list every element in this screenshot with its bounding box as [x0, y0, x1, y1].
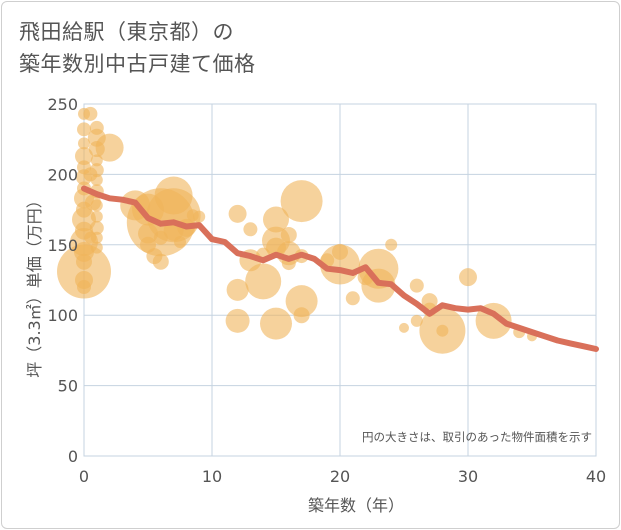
size-note: 円の大きさは、取引のあった物件面積を示す [362, 430, 592, 444]
bubble [263, 206, 289, 233]
bubble [77, 280, 91, 295]
bubble [174, 235, 186, 248]
y-tick-label: 200 [47, 165, 78, 184]
bubble [260, 307, 292, 340]
bubble [225, 308, 250, 333]
bubble [152, 253, 169, 270]
bubble [193, 210, 206, 223]
x-tick-label: 40 [586, 467, 606, 486]
bubble [83, 106, 98, 121]
y-tick-label: 50 [58, 377, 78, 396]
bubble [89, 220, 104, 235]
bubble [410, 314, 423, 327]
x-tick-label: 0 [79, 467, 89, 486]
bubble [89, 163, 104, 178]
bubble [385, 238, 398, 251]
bubble [90, 199, 103, 212]
bubble [285, 285, 318, 318]
bubble [75, 147, 93, 166]
bubble [280, 180, 323, 223]
bubble [77, 122, 91, 137]
x-axis-ticks: 0 10 20 30 40 [79, 467, 606, 486]
bubbles [57, 106, 537, 354]
bubble [409, 278, 424, 293]
chart-title: 飛田給駅（東京都）の 築年数別中古戸建て価格 [19, 16, 256, 80]
bubble [345, 291, 360, 306]
y-tick-label: 0 [68, 447, 78, 466]
bubble [228, 204, 247, 223]
bubble [436, 324, 449, 337]
average-price-line [81, 185, 599, 352]
bubble [280, 226, 297, 243]
bubble [90, 231, 103, 244]
bubble [90, 241, 103, 254]
x-tick-label: 10 [202, 467, 222, 486]
y-tick-label: 150 [47, 236, 78, 255]
bubble [293, 307, 310, 324]
bubble [95, 133, 124, 162]
title-line-2: 築年数別中古戸建て価格 [19, 52, 256, 76]
bubble [90, 210, 103, 223]
x-axis-label: 築年数（年） [308, 496, 404, 515]
y-tick-label: 250 [47, 95, 78, 114]
bubble [459, 268, 477, 287]
bubble [78, 137, 90, 150]
x-tick-label: 20 [330, 467, 350, 486]
y-tick-label: 100 [47, 306, 78, 325]
bubble [243, 222, 258, 237]
x-tick-label: 30 [458, 467, 478, 486]
bubble [399, 322, 409, 333]
bubble [90, 174, 103, 187]
y-axis-label: 坪（3.3㎡）単価（万円） [25, 192, 44, 377]
bubble [245, 263, 282, 300]
bubble [226, 278, 249, 301]
y-axis-ticks: 0 50 100 150 200 250 [47, 95, 78, 466]
title-line-1: 飛田給駅（東京都）の [19, 20, 234, 44]
